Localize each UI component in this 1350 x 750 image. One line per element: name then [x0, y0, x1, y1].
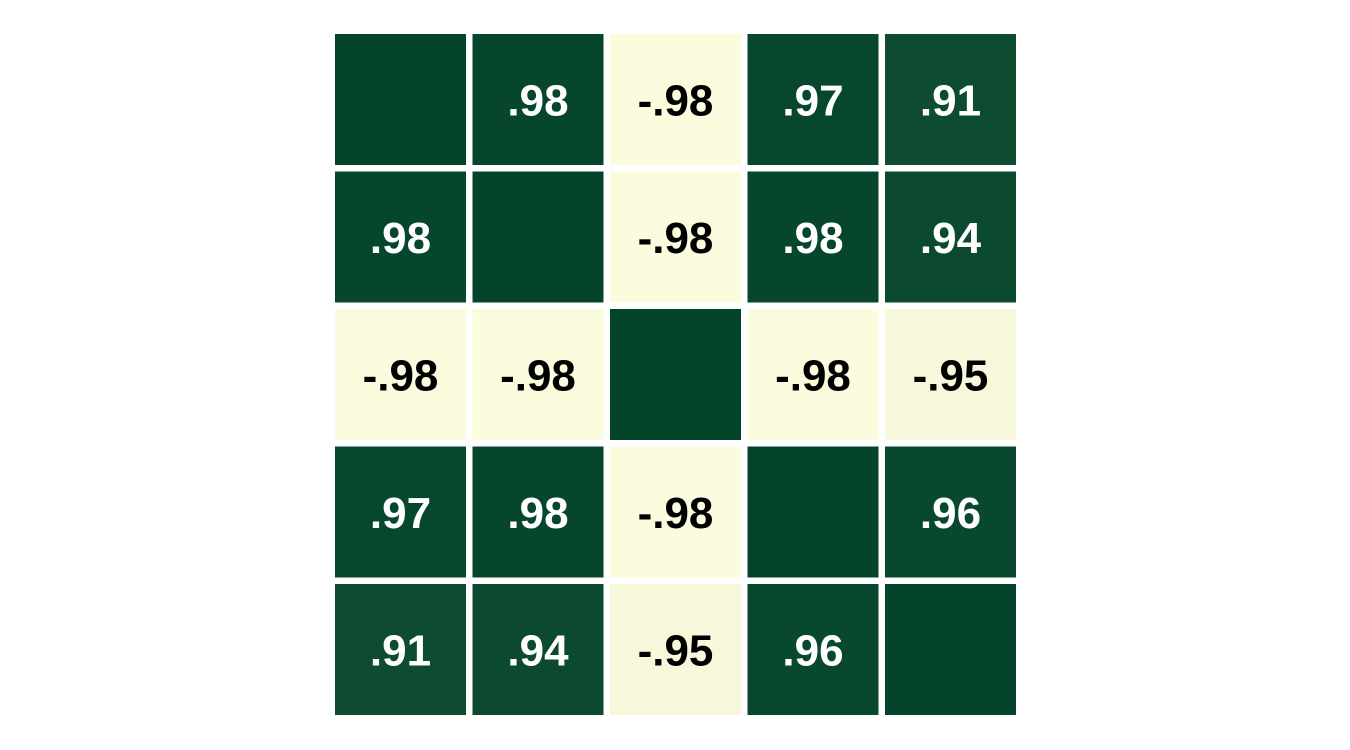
heatmap-label-r0-c1: .98 [507, 77, 568, 126]
heatmap-cell-r0-c0 [335, 34, 466, 165]
heatmap-label-r3-c0: .97 [370, 489, 431, 538]
heatmap-label-r4-c1: .94 [507, 627, 569, 676]
heatmap-label-r2-c4: -.95 [913, 352, 989, 401]
heatmap-cell-r4-c1 [472, 584, 604, 715]
heatmap-cell-r1-c2 [610, 171, 741, 303]
heatmap-label-r0-c4: .91 [920, 77, 981, 126]
heatmap-label-r1-c4: .94 [920, 214, 982, 263]
heatmap-label-r1-c0: .98 [370, 214, 431, 263]
heatmap-cell-r3-c2 [610, 446, 741, 578]
heatmap-cell-r4-c4 [885, 584, 1016, 715]
heatmap-cell-r1-c4 [885, 171, 1016, 303]
heatmap-label-r4-c2: -.95 [638, 627, 714, 676]
heatmap-cell-r3-c0 [335, 446, 466, 578]
heatmap-label-r2-c1: -.98 [500, 352, 576, 401]
heatmap-cell-r2-c0 [335, 309, 466, 440]
heatmap-cells [335, 34, 1016, 715]
heatmap-cell-r2-c3 [747, 309, 879, 440]
heatmap-cell-r0-c4 [885, 34, 1016, 165]
heatmap-cell-r2-c2 [610, 309, 741, 440]
heatmap-label-r1-c2: -.98 [638, 214, 714, 263]
heatmap-label-r1-c3: .98 [782, 214, 843, 263]
heatmap-label-r3-c2: -.98 [638, 489, 714, 538]
heatmap-label-r2-c0: -.98 [363, 352, 439, 401]
heatmap-label-r3-c1: .98 [507, 489, 568, 538]
heatmap-cell-r4-c0 [335, 584, 466, 715]
heatmap-cell-r4-c3 [747, 584, 879, 715]
heatmap-cell-r3-c1 [472, 446, 604, 578]
heatmap-cell-r2-c4 [885, 309, 1016, 440]
heatmap-label-r3-c4: .96 [920, 489, 981, 538]
heatmap-label-r2-c3: -.98 [775, 352, 851, 401]
heatmap-cell-r1-c0 [335, 171, 466, 303]
heatmap-cell-r3-c3 [747, 446, 879, 578]
heatmap-label-r0-c2: -.98 [638, 77, 714, 126]
heatmap-cell-r3-c4 [885, 446, 1016, 578]
heatmap-cell-r0-c2 [610, 34, 741, 165]
heatmap-labels: .98 -.98 .97 .91 .98 -.98 .98 .94 -.98 -.98 -.98 -.… [363, 77, 989, 676]
heatmap-cell-r1-c3 [747, 171, 879, 303]
heatmap-cell-r0-c3 [747, 34, 879, 165]
heatmap-cell-r4-c2 [610, 584, 741, 715]
heatmap-cell-r1-c1 [472, 171, 604, 303]
heatmap-cell-r0-c1 [472, 34, 604, 165]
heatmap-label-r0-c3: .97 [782, 77, 843, 126]
heatmap-label-r4-c3: .96 [782, 627, 843, 676]
heatmap-cell-r2-c1 [472, 309, 604, 440]
heatmap-label-r4-c0: .91 [370, 627, 431, 676]
